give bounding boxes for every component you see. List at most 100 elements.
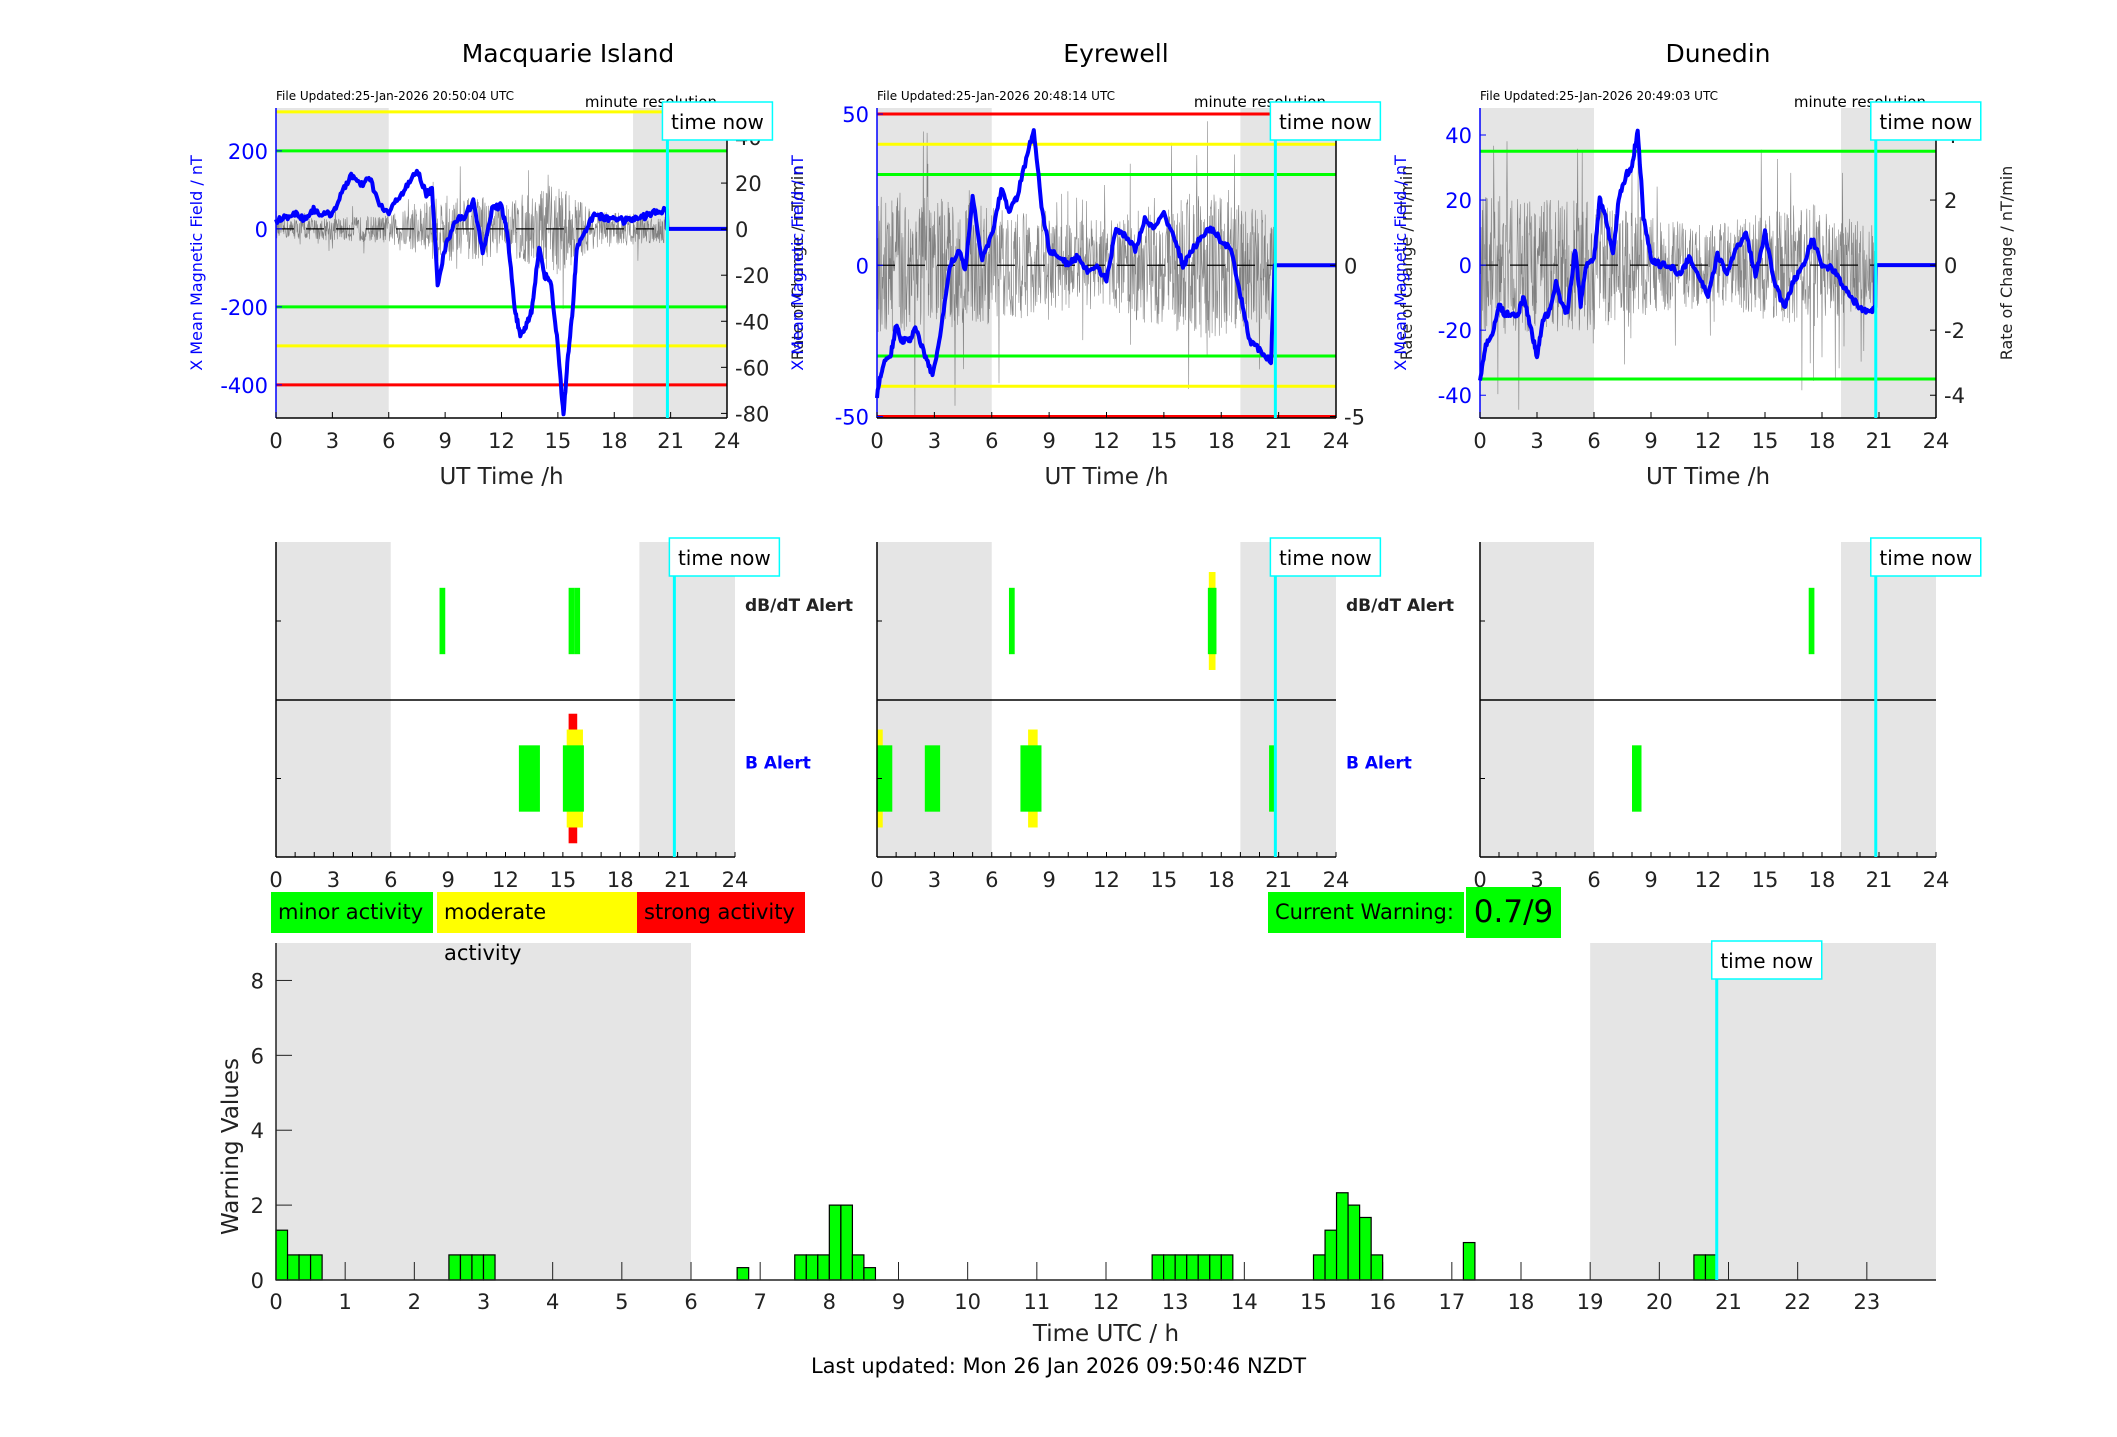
alert-x-tick-label: 21 <box>1265 868 1292 892</box>
station-title: Dunedin <box>1666 39 1771 68</box>
x-tick-label: 24 <box>1923 429 1950 453</box>
alert-x-tick-label: 21 <box>664 868 691 892</box>
y-right-tick-label: 20 <box>735 172 762 196</box>
alert-x-tick-label: 21 <box>1866 868 1893 892</box>
file-updated-text: File Updated:25-Jan-2026 20:49:03 UTC <box>1480 89 1718 103</box>
x-tick-label: 15 <box>545 429 572 453</box>
y-right-tick-label: -20 <box>735 264 769 288</box>
x-tick-label: 18 <box>1508 1290 1535 1314</box>
night-shade <box>633 108 727 418</box>
warning-bar <box>794 1254 807 1281</box>
warning-bar <box>1197 1254 1211 1281</box>
b-alert-label: B Alert <box>745 754 811 774</box>
file-updated-text: File Updated:25-Jan-2026 20:50:04 UTC <box>276 89 514 103</box>
x-tick-label: 7 <box>753 1290 766 1314</box>
x-tick-label: 18 <box>601 429 628 453</box>
x-tick-label: 6 <box>382 429 395 453</box>
warning-bar <box>448 1254 462 1281</box>
x-tick-label: 17 <box>1438 1290 1465 1314</box>
y-left-tick-label: 50 <box>842 103 869 127</box>
warning-bar <box>1209 1254 1222 1281</box>
y-right-tick-label: -80 <box>735 402 769 426</box>
alert-bar-b-minor <box>518 745 540 812</box>
alert-x-tick-label: 6 <box>1587 868 1600 892</box>
y-right-tick-label: 2 <box>1944 189 1957 213</box>
alert-x-tick-label: 24 <box>1323 868 1350 892</box>
x-axis-label: UT Time /h <box>1044 464 1168 490</box>
x-tick-label: 18 <box>1208 429 1235 453</box>
x-tick-label: 21 <box>1866 429 1893 453</box>
night-shade <box>276 108 389 418</box>
alert-x-tick-label: 0 <box>269 868 282 892</box>
y-left-tick-label: 40 <box>1445 124 1472 148</box>
alert-bar-dbdt-minor <box>1008 587 1015 655</box>
alert-x-tick-label: 18 <box>1809 868 1836 892</box>
x-tick-label: 9 <box>1644 429 1657 453</box>
warning-bar <box>1370 1254 1384 1281</box>
alert-x-tick-label: 6 <box>985 868 998 892</box>
station-title: Macquarie Island <box>462 39 675 68</box>
y-left-tick-label: 0 <box>1459 254 1472 278</box>
alert-panel-eyrewell: 0 3 6 9 12 15 18 21 24 dB/dT Alert B Alert time now <box>870 537 1454 892</box>
alert-x-tick-label: 0 <box>1473 868 1486 892</box>
x-tick-label: 10 <box>954 1290 981 1314</box>
file-updated-text: File Updated:25-Jan-2026 20:48:14 UTC <box>877 89 1115 103</box>
alert-x-tick-label: 3 <box>928 868 941 892</box>
x-tick-label: 3 <box>326 429 339 453</box>
x-tick-label: 8 <box>823 1290 836 1314</box>
time-now-label: time now <box>1279 546 1372 570</box>
time-now-label: time now <box>671 110 764 134</box>
x-tick-label: 3 <box>928 429 941 453</box>
alert-x-tick-label: 12 <box>492 868 519 892</box>
x-tick-label: 9 <box>892 1290 905 1314</box>
x-tick-label: 21 <box>657 429 684 453</box>
time-now-box <box>1269 101 1382 141</box>
night-shade <box>1240 108 1336 418</box>
x-tick-label: 11 <box>1023 1290 1050 1314</box>
time-now-label: time now <box>678 546 771 570</box>
x-tick-label: 18 <box>1809 429 1836 453</box>
warning-bar <box>1174 1254 1188 1281</box>
last-updated: Last updated: Mon 26 Jan 2026 09:50:46 N… <box>0 1354 2117 1378</box>
y-tick-label: 2 <box>251 1194 264 1218</box>
x-tick-label: 20 <box>1646 1290 1673 1314</box>
warning-bar <box>275 1229 289 1281</box>
warning-bar <box>482 1254 496 1281</box>
y-tick-label: 6 <box>251 1044 264 1068</box>
alert-bar-dbdt-minor <box>1207 587 1217 655</box>
station-chart-macquarie-island: Macquarie Island File Updated:25-Jan-2026… <box>187 39 807 490</box>
x-tick-label: 0 <box>870 429 883 453</box>
alert-bar-b-minor <box>877 745 893 812</box>
x-tick-label: 12 <box>1093 1290 1120 1314</box>
warning-bar <box>1220 1254 1234 1281</box>
x-tick-label: 13 <box>1162 1290 1189 1314</box>
alert-bar-b-minor <box>1269 745 1276 812</box>
alert-panel-macquarie-island: 0 3 6 9 12 15 18 21 24 dB/dT Alert B Alert time now <box>269 537 853 892</box>
rate-of-change-line <box>876 121 1276 417</box>
legend-minor-label: minor activity <box>278 900 424 924</box>
warning-bar <box>286 1254 300 1281</box>
warning-bar <box>828 1204 842 1281</box>
dbdt-alert-label: dB/dT Alert <box>1346 596 1454 616</box>
b-alert-label: B Alert <box>1346 754 1412 774</box>
x-tick-label: 1 <box>338 1290 351 1314</box>
alert-bar-dbdt-minor <box>1808 587 1815 655</box>
warning-bar <box>805 1254 819 1281</box>
y-right-axis-label: Rate of Change / nT/min <box>1997 166 2016 361</box>
legend-minor-activity: minor activity <box>271 892 433 933</box>
warning-bar <box>863 1267 877 1281</box>
alert-x-tick-label: 3 <box>1530 868 1543 892</box>
time-now-box <box>661 101 774 141</box>
warning-bar <box>298 1254 312 1281</box>
alert-x-tick-label: 9 <box>1644 868 1657 892</box>
current-warning-text: Current Warning: <box>1275 900 1454 924</box>
x-tick-label: 6 <box>1587 429 1600 453</box>
y-right-tick-label: -2 <box>1944 319 1965 343</box>
field-line <box>274 168 727 417</box>
current-warning-label: Current Warning: <box>1268 892 1464 933</box>
warning-bar <box>1347 1204 1361 1281</box>
time-now-label: time now <box>1879 546 1972 570</box>
time-now-label: time now <box>1720 949 1813 973</box>
station-chart-eyrewell: Eyrewell File Updated:25-Jan-2026 20:48:1… <box>788 39 1416 490</box>
